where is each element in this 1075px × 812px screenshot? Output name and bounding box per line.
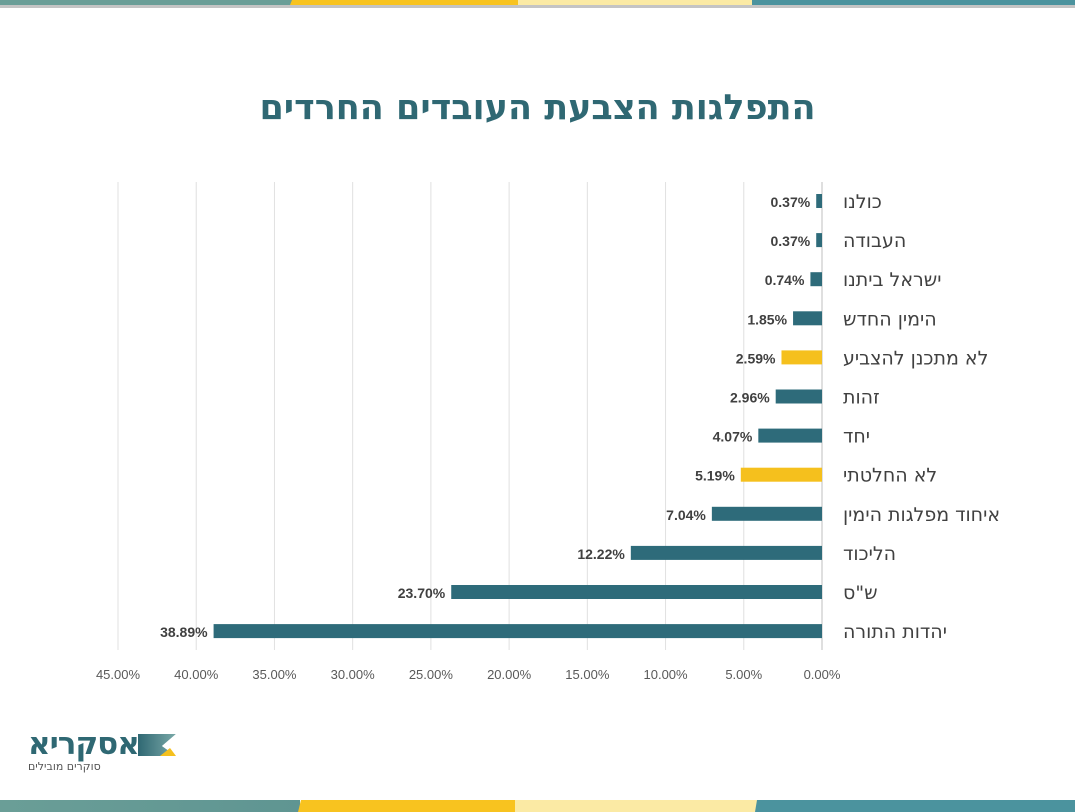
category-label: הימין החדש	[843, 308, 937, 330]
bar	[711, 506, 822, 521]
data-label: 2.59%	[736, 350, 776, 366]
x-tick-label: 45.00%	[96, 667, 141, 682]
bar-chart: 0.00% 5.00% 10.00% 15.00% 20.00% 25.00% 30.00%…	[96, 182, 1000, 682]
logo-tagline: סוקרים מובילים	[28, 760, 101, 773]
top-divider	[0, 5, 1075, 8]
logo-mark-icon	[138, 734, 176, 756]
bar	[630, 545, 822, 560]
data-label: 2.96%	[730, 390, 770, 406]
x-tick-label: 5.00%	[725, 667, 762, 682]
logo-name: אסקריא	[28, 726, 140, 762]
bar	[793, 311, 822, 326]
data-label: 0.37%	[771, 194, 811, 210]
category-label: לא החלטתי	[843, 465, 937, 487]
category-label: לא מתכנן להצביע	[843, 347, 988, 369]
category-label: איחוד מפלגות הימין	[843, 504, 1000, 526]
bar	[816, 233, 822, 248]
x-tick-label: 20.00%	[487, 667, 532, 682]
data-label: 1.85%	[747, 311, 787, 327]
x-tick-label: 40.00%	[174, 667, 219, 682]
data-label: 38.89%	[160, 624, 208, 640]
bar	[758, 428, 822, 443]
data-label: 12.22%	[577, 546, 625, 562]
x-tick-label: 35.00%	[252, 667, 297, 682]
data-label: 5.19%	[695, 468, 735, 484]
bar	[816, 194, 822, 208]
data-label: 23.70%	[398, 585, 446, 601]
data-label: 7.04%	[666, 507, 706, 523]
category-label: כולנו	[843, 191, 882, 213]
category-label: יהדות התורה	[843, 621, 947, 643]
x-tick-label: 10.00%	[644, 667, 689, 682]
category-label: יחד	[843, 426, 870, 448]
category-label: ש"ס	[843, 582, 878, 604]
category-label: ישראל ביתנו	[843, 269, 941, 291]
top-decor-bar	[0, 0, 1075, 5]
bottom-decor-bar	[0, 800, 1075, 812]
data-label: 0.74%	[765, 272, 805, 288]
bar	[810, 272, 822, 287]
bar	[775, 389, 822, 404]
data-label: 0.37%	[771, 233, 811, 249]
bar	[451, 585, 822, 599]
category-label: העבודה	[843, 230, 906, 252]
x-tick-label: 25.00%	[409, 667, 454, 682]
category-label: זהות	[843, 387, 880, 409]
page-title: התפלגות הצבעת העובדים החרדים	[259, 88, 816, 128]
x-tick-label: 15.00%	[565, 667, 610, 682]
bar	[213, 624, 823, 639]
bar	[781, 350, 822, 365]
data-label: 4.07%	[713, 429, 753, 445]
category-label: הליכוד	[843, 543, 896, 565]
x-tick-label: 0.00%	[804, 667, 841, 682]
bar	[740, 467, 822, 482]
x-tick-label: 30.00%	[331, 667, 376, 682]
